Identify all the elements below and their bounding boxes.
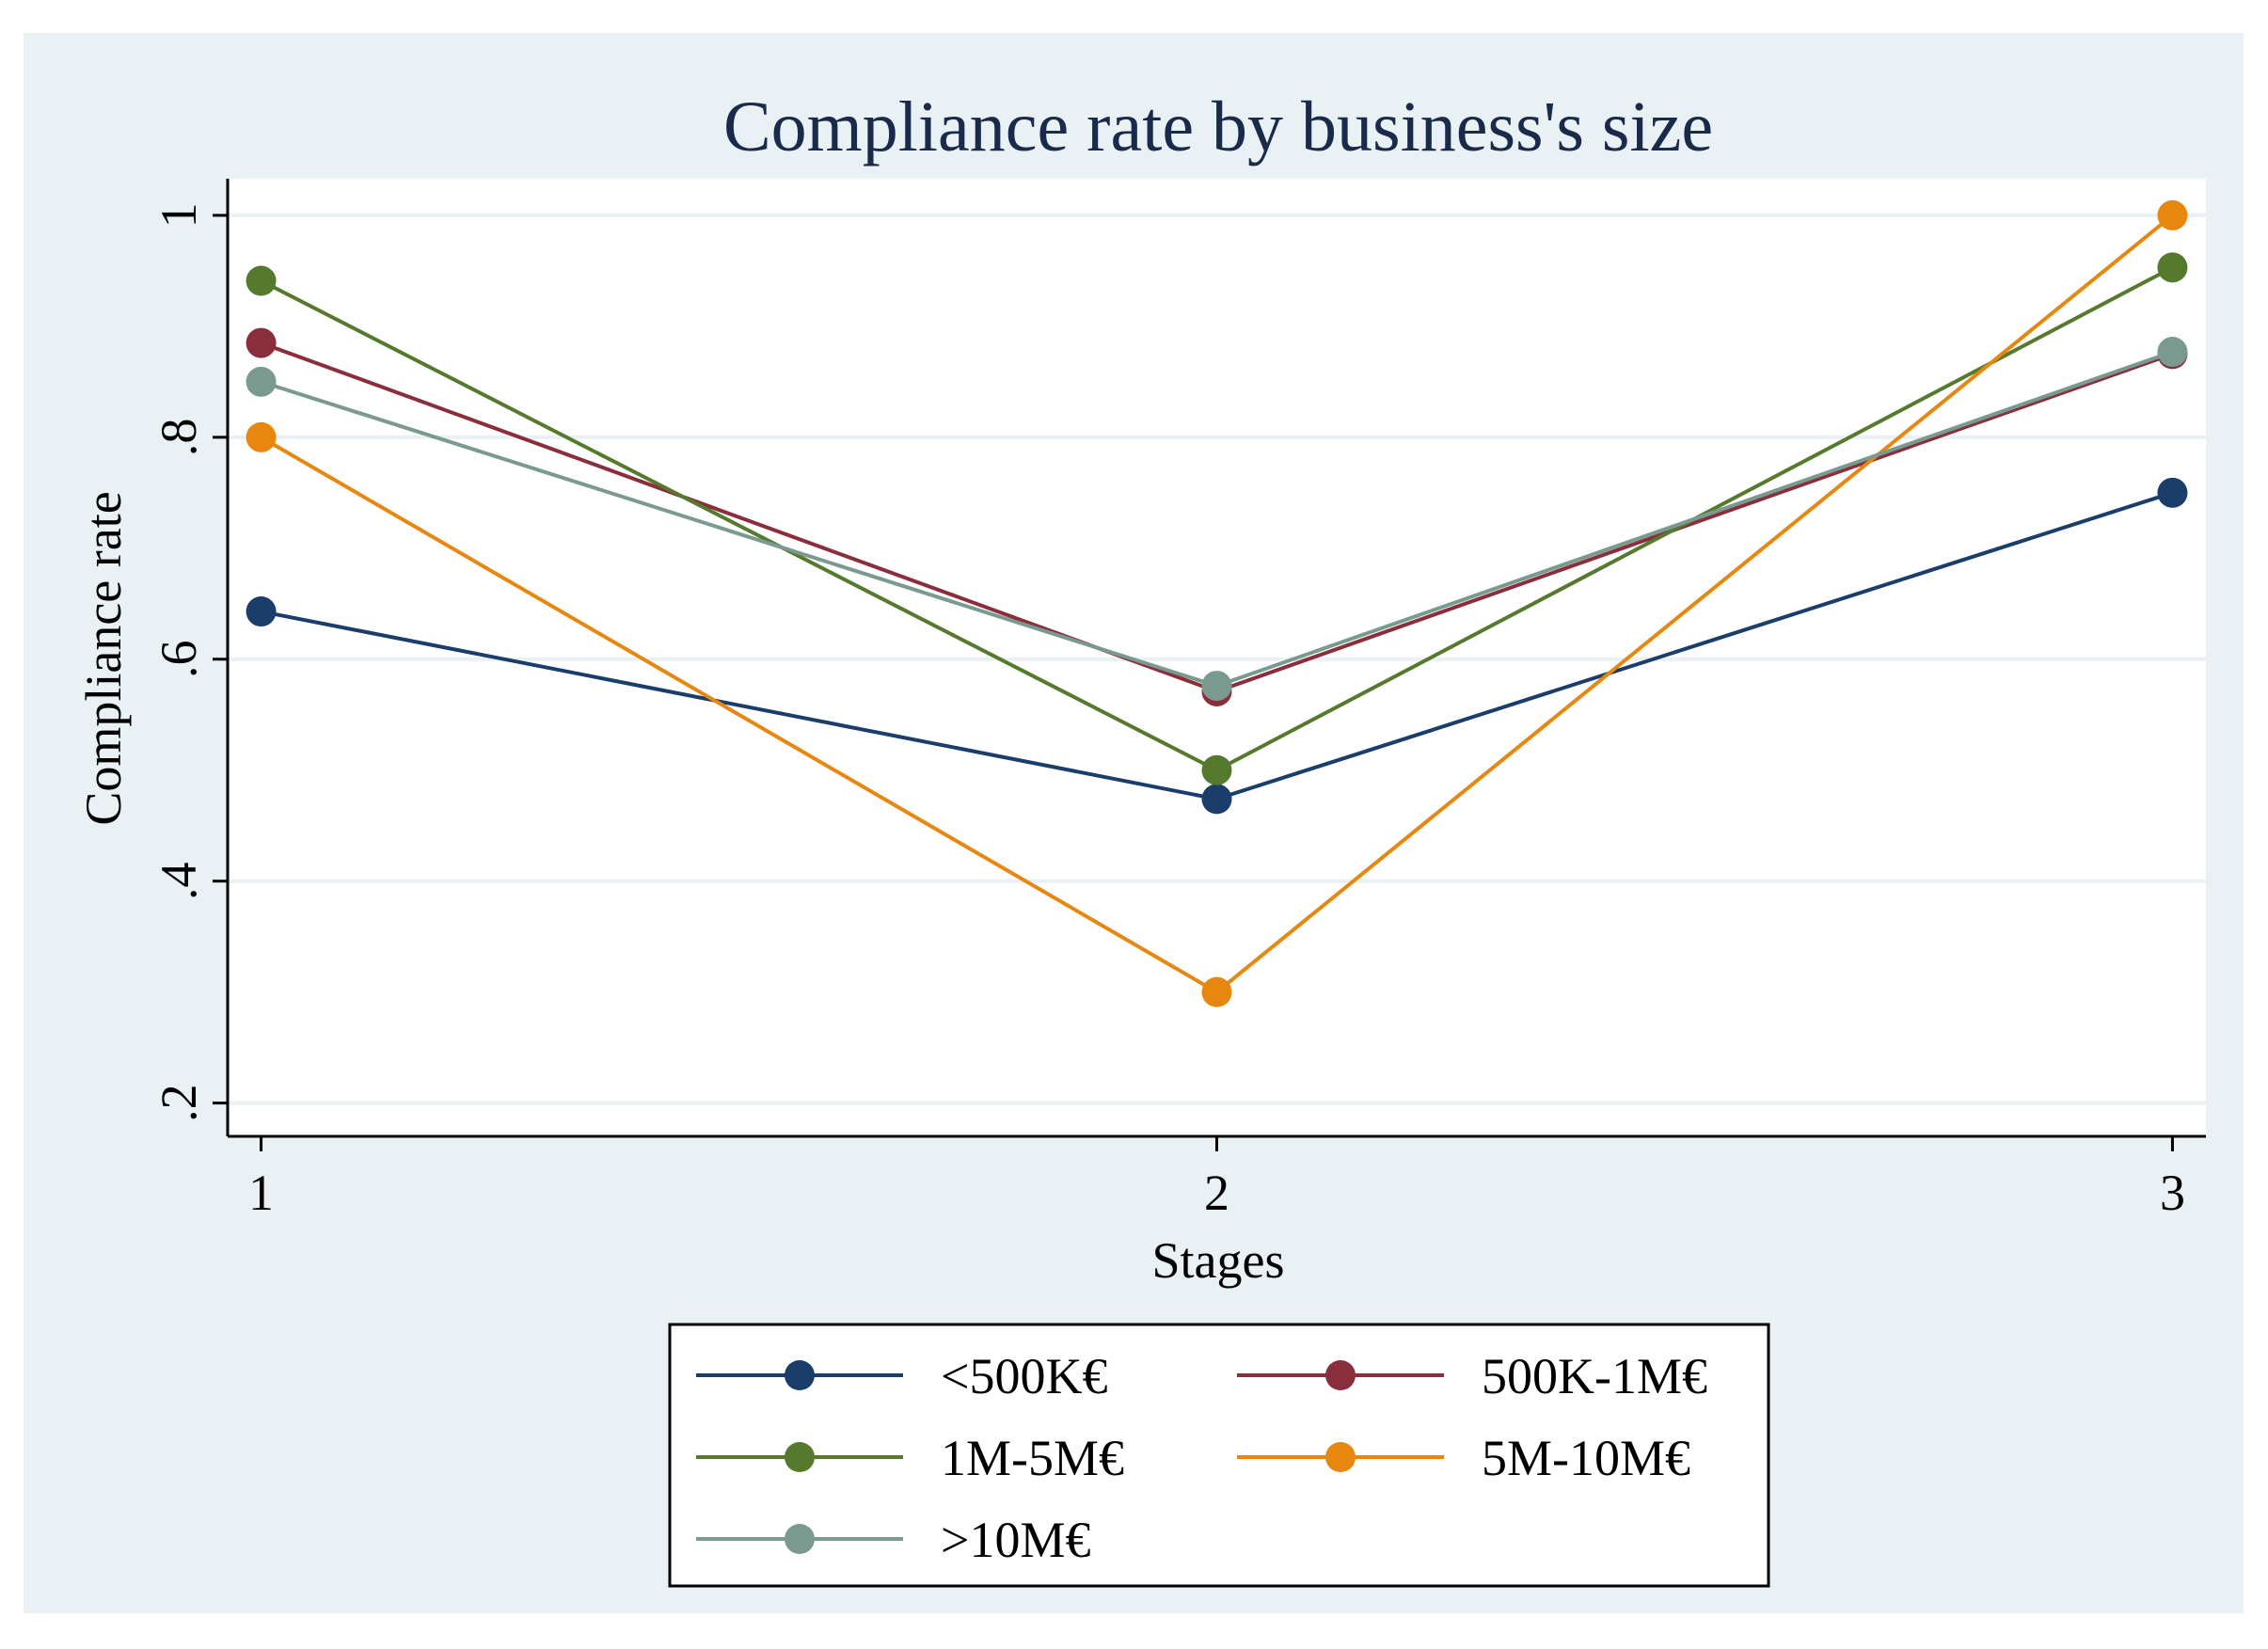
x-axis-title: Stages (1152, 1232, 1285, 1289)
legend-label-1: 500K-1M€ (1482, 1348, 1707, 1404)
legend-item-2: 1M-5M€ (696, 1430, 1124, 1486)
legend-marker-2 (785, 1442, 815, 1472)
y-tick-label-2: .6 (151, 641, 207, 679)
series-0 (246, 477, 2188, 815)
gridlines (228, 213, 2206, 1105)
legend-label-3: 5M-10M€ (1482, 1430, 1690, 1486)
legend-item-0: <500K€ (696, 1348, 1107, 1404)
legend: <500K€ 500K-1M€ 1M-5M€ 5M-10M€ >10M€ (668, 1323, 1770, 1588)
data-point-s0-p1 (1201, 784, 1232, 815)
y-tick-label-3: .8 (151, 419, 207, 457)
data-point-s4-p2 (2157, 337, 2188, 368)
x-ticks: 1 2 3 (248, 1136, 2185, 1221)
chart-title: Compliance rate by business's size (723, 87, 1713, 166)
data-point-s0-p0 (246, 596, 277, 627)
legend-label-4: >10M€ (941, 1512, 1090, 1568)
series-layer (246, 199, 2188, 1007)
data-point-s4-p1 (1201, 671, 1232, 702)
y-ticks: .2 .4 .6 .8 1 (151, 202, 228, 1122)
x-tick-label-1: 2 (1204, 1165, 1229, 1221)
x-tick-label-2: 3 (2160, 1165, 2185, 1221)
data-point-s3-p1 (1201, 976, 1232, 1007)
data-point-s0-p2 (2157, 477, 2188, 508)
data-point-s1-p0 (246, 327, 277, 358)
data-point-s2-p1 (1201, 754, 1232, 785)
legend-marker-1 (1325, 1360, 1356, 1390)
data-point-s2-p2 (2157, 252, 2188, 283)
legend-label-0: <500K€ (941, 1348, 1107, 1404)
data-point-s2-p0 (246, 265, 277, 296)
y-tick-label-4: 1 (151, 202, 207, 228)
legend-label-2: 1M-5M€ (941, 1430, 1124, 1486)
legend-item-4: >10M€ (696, 1512, 1090, 1568)
data-point-s3-p2 (2157, 199, 2188, 230)
legend-marker-0 (785, 1360, 815, 1390)
legend-marker-4 (785, 1524, 815, 1554)
data-point-s3-p0 (246, 421, 277, 452)
legend-item-1: 500K-1M€ (1237, 1348, 1707, 1404)
y-axis-title: Compliance rate (75, 491, 132, 825)
legend-item-3: 5M-10M€ (1237, 1430, 1690, 1486)
x-tick-label-0: 1 (248, 1165, 274, 1221)
y-tick-label-1: .4 (151, 862, 207, 900)
series-4 (246, 337, 2188, 702)
series-2 (246, 252, 2188, 785)
legend-marker-3 (1325, 1442, 1356, 1472)
data-point-s4-p0 (246, 366, 277, 397)
series-3 (246, 199, 2188, 1007)
y-tick-label-0: .2 (151, 1084, 207, 1122)
